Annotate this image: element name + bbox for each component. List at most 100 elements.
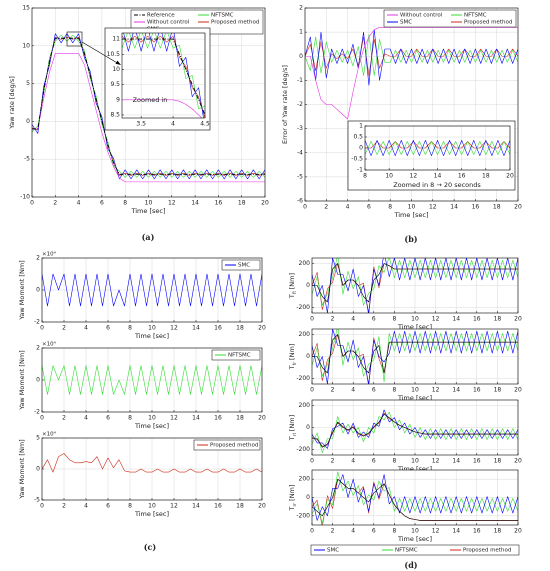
y-axis-unit: [Nm] [288, 273, 296, 289]
x-tick-label: 18 [482, 173, 490, 180]
y-tick-label: -0.5 [351, 156, 363, 163]
x-axis-label: Time [sec] [134, 332, 169, 340]
x-tick-label: 8 [128, 503, 132, 510]
caption: (d) [404, 560, 417, 570]
plot-frame [304, 7, 519, 202]
x-tick-label: 6 [100, 200, 104, 207]
y-tick-label: 2 [36, 255, 40, 262]
y-tick-label: 11 [112, 36, 120, 43]
series-line [305, 26, 518, 120]
series-line [42, 453, 262, 473]
series-line [122, 99, 203, 118]
y-axis-label: Yaw Moment [Nm] [18, 439, 26, 499]
y-tick-label: -200 [296, 375, 310, 382]
x-tick-label: 0 [310, 528, 314, 535]
x-tick-label: 18 [494, 387, 502, 394]
x-tick-label: 10 [411, 316, 419, 323]
y-tick-label: 200 [299, 476, 311, 483]
y-axis-symbol: T [288, 294, 296, 299]
zoom-box [66, 31, 83, 47]
legend-label: NFTSMC [228, 353, 251, 359]
series-line [365, 140, 510, 156]
x-axis-label: Time [sec] [397, 323, 432, 331]
x-tick-label: 10 [148, 415, 156, 422]
zoom-arrowhead [115, 60, 121, 65]
x-tick-label: 18 [494, 458, 502, 465]
x-tick-label: 20 [261, 200, 269, 207]
x-axis-label: Time [sec] [134, 510, 169, 518]
x-tick-label: 10 [411, 387, 419, 394]
x-tick-label: 20 [506, 173, 514, 180]
y-axis-unit: [Nm] [288, 485, 296, 501]
x-tick-label: 8 [363, 173, 367, 180]
y-axis-label: Trl [Nm] [288, 415, 298, 441]
x-tick-label: 2 [62, 325, 66, 332]
y-axis-label: Yaw rate [deg/s] [8, 76, 16, 130]
y-tick-label: -200 [296, 512, 310, 519]
x-tick-label: 18 [494, 316, 502, 323]
annotation: Zoomed in 8 → 20 seconds [393, 181, 481, 189]
x-tick-label: 2 [331, 528, 335, 535]
x-tick-label: 12 [168, 200, 176, 207]
series-line [312, 409, 518, 449]
y-tick-label: 0 [306, 353, 310, 360]
x-tick-label: 16 [214, 325, 222, 332]
y-tick-label: 2 [299, 5, 303, 12]
x-tick-label: 10 [145, 200, 153, 207]
y-tick-label: -200 [296, 446, 310, 453]
y-tick-label: 0 [36, 466, 40, 473]
x-tick-label: 6 [106, 503, 110, 510]
x-tick-label: 8 [388, 204, 392, 211]
x-tick-label: 8 [392, 316, 396, 323]
x-tick-label: 14 [452, 387, 460, 394]
x-tick-label: 16 [473, 528, 481, 535]
y-axis-unit: [Nm] [288, 344, 296, 360]
x-tick-label: 0 [40, 503, 44, 510]
x-tick-label: 12 [410, 173, 418, 180]
legend-label: Without control [147, 20, 190, 26]
legend-label: SMC [400, 20, 412, 26]
x-tick-label: 0 [310, 458, 314, 465]
series-line [312, 329, 518, 383]
x-tick-label: 10 [411, 458, 419, 465]
plot-area [122, 33, 205, 118]
x-tick-label: 6 [106, 325, 110, 332]
plot-frame [311, 469, 519, 526]
caption: (c) [144, 542, 157, 552]
x-tick-label: 20 [514, 204, 522, 211]
x-tick-label: 20 [514, 458, 522, 465]
y-tick-label: 200 [299, 402, 311, 409]
x-tick-label: 8 [123, 200, 127, 207]
y-axis-subscript: rl [292, 433, 298, 436]
x-tick-label: 14 [452, 458, 460, 465]
y-tick-label: 0 [36, 287, 40, 294]
y-tick-label: 15 [22, 5, 30, 12]
x-tick-label: 6 [367, 204, 371, 211]
y-tick-label: 10 [112, 66, 120, 73]
series-line [365, 141, 510, 155]
x-tick-label: 20 [514, 387, 522, 394]
legend-label: NFTSMC [395, 548, 418, 554]
series-line [312, 474, 518, 521]
x-tick-label: 2 [331, 458, 335, 465]
x-tick-label: 14 [450, 204, 458, 211]
series-line [42, 273, 262, 307]
x-tick-label: 18 [236, 503, 244, 510]
y-tick-label: 9 [116, 96, 120, 103]
y-tick-label: 0 [36, 377, 40, 384]
x-axis-label: Time [sec] [134, 422, 169, 430]
x-tick-label: 6 [372, 387, 376, 394]
plot-frame [311, 257, 519, 314]
x-tick-label: 12 [170, 325, 178, 332]
x-tick-label: 10 [385, 173, 393, 180]
y-axis-symbol: T [288, 365, 296, 370]
y-axis-subscript: fl [292, 291, 298, 294]
x-tick-label: 0 [30, 200, 34, 207]
y-tick-label: -2 [34, 409, 40, 416]
x-tick-label: 6 [372, 528, 376, 535]
x-tick-label: 12 [170, 415, 178, 422]
series-line [305, 34, 518, 76]
legend-label: Proposed method [463, 548, 511, 554]
